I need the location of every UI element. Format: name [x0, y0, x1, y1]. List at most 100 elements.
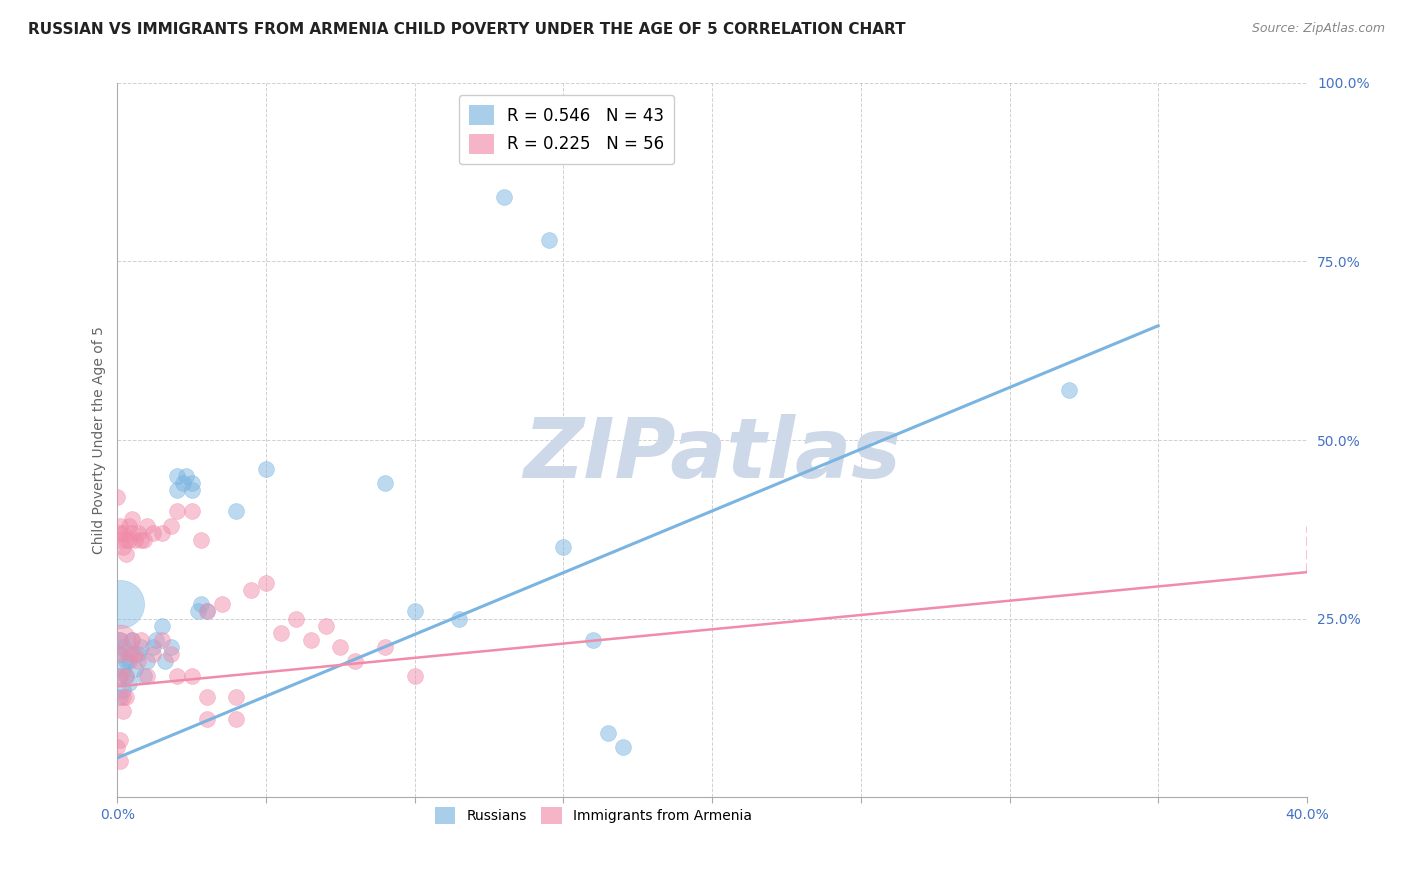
- Point: [110, 533, 132, 547]
- Point: [596, 726, 619, 740]
- Point: [284, 611, 307, 625]
- Point: [190, 597, 212, 611]
- Point: [112, 540, 135, 554]
- Point: [115, 669, 138, 683]
- Point: [190, 533, 212, 547]
- Point: [195, 604, 218, 618]
- Point: [112, 640, 135, 654]
- Point: [150, 632, 173, 647]
- Point: [110, 647, 132, 661]
- Point: [115, 669, 138, 683]
- Y-axis label: Child Poverty Under the Age of 5: Child Poverty Under the Age of 5: [93, 326, 107, 554]
- Point: [107, 740, 129, 755]
- Point: [124, 533, 146, 547]
- Point: [121, 647, 143, 661]
- Point: [136, 669, 159, 683]
- Point: [404, 604, 426, 618]
- Legend: Russians, Immigrants from Armenia: Russians, Immigrants from Armenia: [429, 801, 758, 830]
- Point: [110, 647, 132, 661]
- Point: [553, 540, 575, 554]
- Point: [110, 690, 132, 705]
- Point: [187, 604, 209, 618]
- Point: [254, 575, 277, 590]
- Point: [129, 640, 152, 654]
- Point: [129, 533, 152, 547]
- Point: [150, 525, 173, 540]
- Point: [110, 632, 132, 647]
- Point: [240, 582, 263, 597]
- Point: [110, 597, 132, 611]
- Point: [492, 190, 515, 204]
- Point: [145, 632, 167, 647]
- Point: [112, 525, 135, 540]
- Point: [225, 712, 247, 726]
- Point: [449, 611, 471, 625]
- Point: [110, 733, 132, 747]
- Point: [115, 654, 138, 668]
- Point: [121, 511, 143, 525]
- Point: [612, 740, 634, 755]
- Point: [118, 654, 141, 668]
- Point: [166, 504, 188, 518]
- Point: [582, 632, 605, 647]
- Point: [404, 669, 426, 683]
- Point: [374, 640, 396, 654]
- Point: [374, 475, 396, 490]
- Point: [127, 654, 149, 668]
- Text: ZIPatlas: ZIPatlas: [523, 414, 901, 495]
- Point: [118, 533, 141, 547]
- Point: [344, 654, 367, 668]
- Point: [160, 640, 183, 654]
- Point: [195, 604, 218, 618]
- Point: [121, 632, 143, 647]
- Point: [166, 468, 188, 483]
- Point: [537, 233, 560, 247]
- Point: [180, 669, 202, 683]
- Point: [254, 461, 277, 475]
- Point: [110, 518, 132, 533]
- Point: [107, 490, 129, 504]
- Point: [118, 518, 141, 533]
- Point: [270, 625, 292, 640]
- Point: [115, 690, 138, 705]
- Point: [180, 475, 202, 490]
- Point: [118, 647, 141, 661]
- Point: [195, 712, 218, 726]
- Point: [110, 632, 132, 647]
- Point: [153, 654, 176, 668]
- Point: [1057, 383, 1080, 397]
- Point: [136, 654, 159, 668]
- Point: [174, 468, 197, 483]
- Point: [150, 618, 173, 632]
- Point: [115, 533, 138, 547]
- Point: [329, 640, 352, 654]
- Point: [127, 525, 149, 540]
- Point: [180, 504, 202, 518]
- Point: [110, 669, 132, 683]
- Point: [118, 676, 141, 690]
- Point: [112, 662, 135, 676]
- Point: [112, 705, 135, 719]
- Point: [112, 690, 135, 705]
- Point: [124, 662, 146, 676]
- Point: [136, 518, 159, 533]
- Point: [142, 525, 165, 540]
- Point: [129, 632, 152, 647]
- Point: [110, 755, 132, 769]
- Point: [127, 647, 149, 661]
- Point: [142, 640, 165, 654]
- Point: [112, 683, 135, 698]
- Point: [315, 618, 337, 632]
- Text: RUSSIAN VS IMMIGRANTS FROM ARMENIA CHILD POVERTY UNDER THE AGE OF 5 CORRELATION : RUSSIAN VS IMMIGRANTS FROM ARMENIA CHILD…: [28, 22, 905, 37]
- Point: [299, 632, 322, 647]
- Point: [195, 690, 218, 705]
- Point: [110, 525, 132, 540]
- Point: [172, 475, 194, 490]
- Point: [180, 483, 202, 497]
- Point: [115, 547, 138, 561]
- Point: [225, 690, 247, 705]
- Point: [166, 669, 188, 683]
- Text: Source: ZipAtlas.com: Source: ZipAtlas.com: [1251, 22, 1385, 36]
- Point: [121, 632, 143, 647]
- Point: [160, 518, 183, 533]
